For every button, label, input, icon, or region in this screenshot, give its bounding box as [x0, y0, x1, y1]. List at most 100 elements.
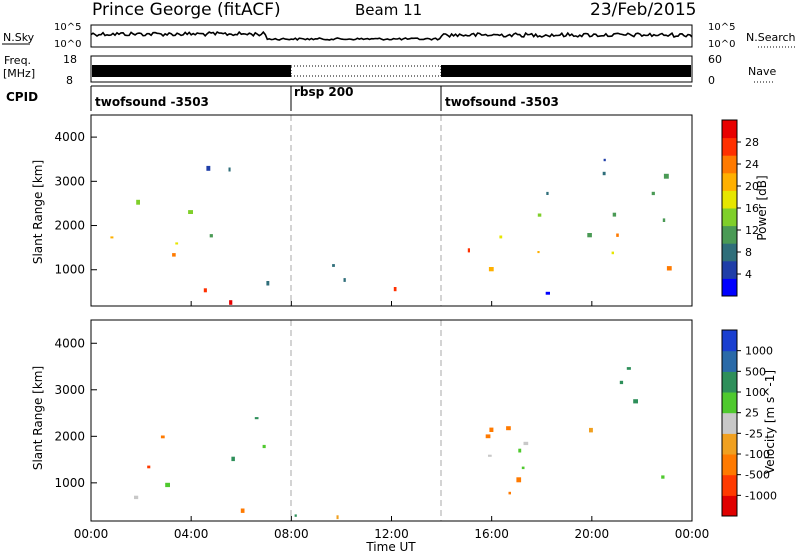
power-cell [537, 213, 542, 217]
power-cell [266, 281, 270, 286]
power-cell [136, 199, 140, 205]
velocity-ytick-label: 4000 [54, 336, 85, 350]
velocity-colorbar-tick-label: -1000 [745, 489, 777, 502]
power-cell [666, 266, 672, 271]
velocity-ytick-label: 1000 [54, 476, 85, 490]
power-cell [229, 300, 233, 305]
power-cell [499, 235, 503, 239]
velocity-cell [518, 448, 522, 453]
power-colorbar-tick-label: 20 [745, 180, 759, 193]
velocity-cell [240, 508, 245, 513]
power-colorbar-tick-label: 16 [745, 202, 759, 215]
power-ytick-label: 4000 [54, 130, 85, 144]
velocity-colorbar-swatch [722, 371, 737, 393]
power-colorbar-label: Power [dB] [755, 175, 769, 240]
noise-sky-label: N.Sky [3, 31, 35, 44]
power-cell [209, 234, 213, 238]
velocity-colorbar-tick-label: 25 [745, 407, 759, 420]
x-tick-label: 08:00 [274, 527, 309, 541]
velocity-cell [165, 482, 170, 488]
power-colorbar-swatch [722, 172, 737, 191]
velocity-colorbar-swatch [722, 392, 737, 414]
power-colorbar-swatch [722, 190, 737, 209]
velocity-colorbar-swatch [722, 330, 737, 352]
station-title: Prince George (fitACF) [92, 0, 281, 20]
power-cell [488, 267, 494, 272]
velocity-cells [134, 367, 665, 520]
freq-bar-last [441, 65, 691, 77]
noise-left-tick-top: 10^5 [54, 22, 81, 33]
velocity-colorbar-swatch [722, 474, 737, 496]
power-cell [663, 173, 669, 179]
nave-tick-top: 60 [708, 53, 722, 66]
velocity-cell [506, 426, 511, 431]
power-cell [662, 218, 666, 222]
velocity-colorbar-swatch [722, 412, 737, 434]
velocity-cell [294, 514, 297, 517]
power-cell [228, 167, 231, 172]
velocity-cell [231, 456, 235, 462]
power-colorbar-swatch [722, 260, 737, 279]
nave-segment-middle [290, 65, 442, 77]
freq-tick-top: 18 [63, 53, 77, 66]
velocity-colorbar-tick-label: 1000 [745, 345, 773, 358]
velocity-cell [516, 477, 522, 483]
velocity-cell [508, 491, 511, 495]
velocity-cell [626, 367, 631, 370]
noise-search-label: N.Search [746, 31, 796, 44]
velocity-cell [147, 465, 151, 469]
noise-sky-line [90, 30, 693, 41]
power-cell [188, 210, 193, 214]
cpid-panel: CPID twofsound -3503 rbsp 200 twofsound … [6, 85, 692, 111]
beam-label: Beam 11 [355, 1, 422, 19]
x-tick-label: 00:00 [675, 527, 710, 541]
power-cell [612, 212, 617, 217]
nave-tick-bottom: 0 [708, 74, 715, 87]
power-cell [651, 191, 655, 196]
velocity-colorbar-label: Velocity [m s^-1] [763, 370, 777, 474]
velocity-colorbar-swatch [722, 454, 737, 476]
velocity-colorbar-tick-label: 100 [745, 386, 766, 399]
freq-tick-bottom: 8 [66, 74, 73, 87]
power-cell [587, 233, 592, 238]
power-panel: 1000 2000 3000 4000 Slant Range [km] [31, 114, 693, 307]
velocity-cell [633, 399, 638, 404]
cpid-label: CPID [6, 90, 38, 104]
velocity-cell [134, 495, 139, 500]
velocity-cell [485, 434, 491, 439]
power-colorbar-tick-label: 28 [745, 136, 759, 149]
power-ytick-label: 1000 [54, 263, 85, 277]
x-tick-label: 00:00 [74, 527, 109, 541]
velocity-cell [160, 435, 165, 439]
power-cell [172, 253, 176, 257]
noise-panel: N.Sky 10^5 10^0 10^5 10^0 N.Search [2, 22, 796, 50]
cpid-segment-3: twofsound -3503 [445, 95, 559, 109]
velocity-colorbar: 1000 500 100 25 -25 -100 -500 -1000 Velocity [m… [721, 329, 777, 517]
freq-panel: Freq. [MHz] 18 8 60 0 Nave [3, 53, 776, 87]
velocity-colorbar-tick-label: -25 [745, 427, 763, 440]
x-tick-label: 12:00 [374, 527, 409, 541]
freq-bar-first [92, 65, 291, 77]
velocity-colorbar-swatch [722, 350, 737, 372]
power-colorbar-swatch [722, 155, 737, 174]
velocity-cell [521, 466, 525, 470]
velocity-cell [262, 444, 266, 449]
x-tick-label: 20:00 [575, 527, 610, 541]
power-cell [603, 158, 606, 162]
velocity-ytick-label: 2000 [54, 429, 85, 443]
date-label: 23/Feb/2015 [590, 0, 696, 20]
power-cell [206, 165, 211, 171]
power-cell [537, 251, 540, 254]
freq-label: Freq. [4, 54, 31, 67]
power-ytick-label: 2000 [54, 219, 85, 233]
power-colorbar: 28 24 20 16 12 8 4 Power [dB] [721, 119, 769, 297]
velocity-colorbar-tick-label: 500 [745, 365, 766, 378]
power-cell [467, 248, 470, 253]
power-colorbar-tick-label: 4 [745, 268, 752, 281]
x-tick-label: 04:00 [174, 527, 209, 541]
power-colorbar-tick-label: 24 [745, 158, 759, 171]
power-cell [203, 288, 207, 293]
cpid-segment-2: rbsp 200 [294, 85, 353, 99]
x-axis: 00:00 04:00 08:00 12:00 16:00 20:00 00:00 [74, 301, 710, 541]
